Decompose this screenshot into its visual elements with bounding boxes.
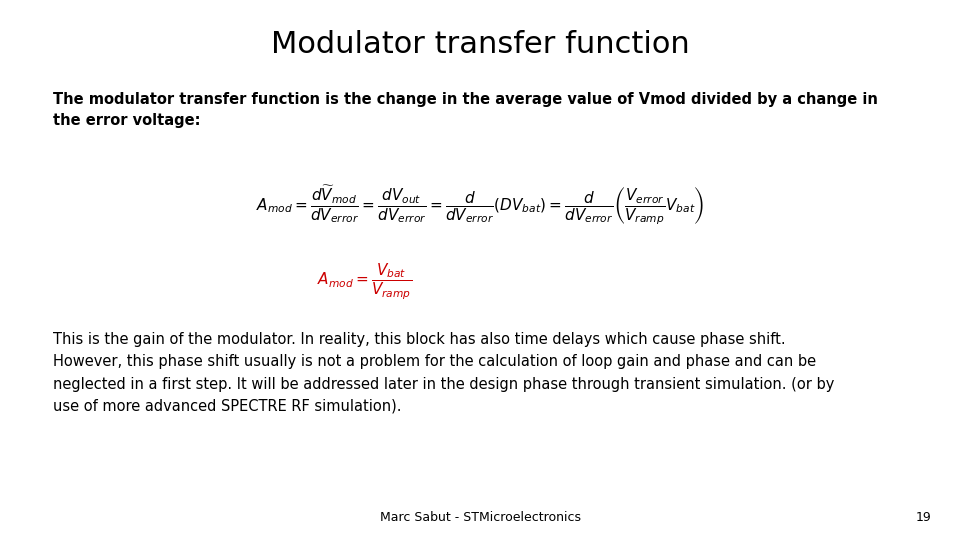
- Text: This is the gain of the modulator. In reality, this block has also time delays w: This is the gain of the modulator. In re…: [53, 332, 834, 414]
- Text: Modulator transfer function: Modulator transfer function: [271, 30, 689, 59]
- Text: $A_{mod} = \dfrac{V_{bat}}{V_{ramp}}$: $A_{mod} = \dfrac{V_{bat}}{V_{ramp}}$: [317, 262, 413, 302]
- Text: $A_{mod} = \dfrac{d\widetilde{V}_{mod}}{dV_{error}} = \dfrac{dV_{out}}{dV_{error: $A_{mod} = \dfrac{d\widetilde{V}_{mod}}{…: [255, 184, 705, 227]
- Text: 19: 19: [916, 511, 931, 524]
- Text: Marc Sabut - STMicroelectronics: Marc Sabut - STMicroelectronics: [379, 511, 581, 524]
- Text: The modulator transfer function is the change in the average value of Vmod divid: The modulator transfer function is the c…: [53, 92, 877, 128]
